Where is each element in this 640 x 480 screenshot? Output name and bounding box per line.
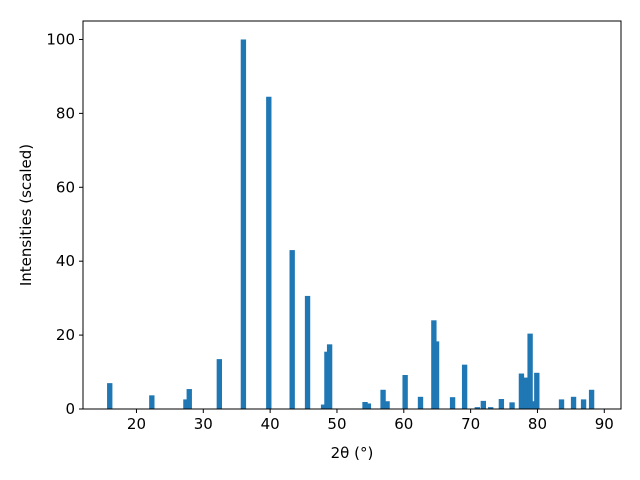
bar — [509, 402, 515, 409]
bar — [107, 383, 113, 409]
y-tick-label: 40 — [56, 252, 75, 270]
bar — [183, 399, 189, 409]
bar — [186, 389, 192, 409]
bar — [324, 351, 330, 409]
x-tick-label: 50 — [327, 415, 346, 433]
x-tick-label: 90 — [595, 415, 614, 433]
bar — [588, 389, 595, 409]
bar — [216, 359, 223, 409]
bar — [518, 373, 525, 409]
bar — [402, 375, 408, 409]
bar — [380, 389, 386, 409]
bar-group — [107, 39, 595, 409]
bar — [558, 399, 565, 409]
bar — [498, 399, 505, 409]
bar — [417, 396, 424, 409]
bar — [240, 39, 247, 409]
bar — [474, 407, 480, 409]
bar — [304, 295, 311, 409]
bar — [384, 401, 390, 409]
x-tick-label: 20 — [127, 415, 146, 433]
x-axis-label: 2θ (°) — [331, 444, 374, 462]
y-tick-label: 60 — [56, 178, 75, 196]
plot-background — [83, 21, 621, 409]
x-tick-label: 80 — [528, 415, 547, 433]
y-tick-label: 100 — [46, 30, 75, 48]
x-tick-label: 70 — [461, 415, 480, 433]
bar — [534, 372, 540, 409]
y-axis-ticks: 0 20 40 60 80 100 — [46, 30, 83, 418]
bar — [433, 341, 440, 409]
bar — [523, 377, 529, 409]
x-axis-ticks: 20 30 40 50 60 70 80 90 — [127, 409, 614, 433]
bar — [527, 333, 533, 409]
bar — [266, 96, 272, 409]
plot-frame — [82, 20, 622, 410]
bar — [320, 404, 327, 409]
bar — [365, 403, 372, 409]
bar — [488, 407, 494, 409]
x-tick-label: 40 — [261, 415, 280, 433]
bar — [570, 396, 577, 409]
bar — [480, 400, 486, 409]
x-tick-label: 30 — [194, 415, 213, 433]
bar — [530, 401, 537, 409]
y-tick-label: 80 — [56, 104, 75, 122]
bar — [449, 397, 456, 409]
bar — [149, 395, 155, 409]
bar — [362, 401, 368, 409]
bar — [326, 344, 333, 409]
y-tick-label: 0 — [65, 400, 75, 418]
y-axis-label: Intensities (scaled) — [17, 144, 35, 286]
x-tick-label: 60 — [394, 415, 413, 433]
bar — [580, 399, 587, 409]
bar — [289, 250, 295, 409]
y-tick-label: 20 — [56, 326, 75, 344]
bar — [461, 364, 468, 409]
